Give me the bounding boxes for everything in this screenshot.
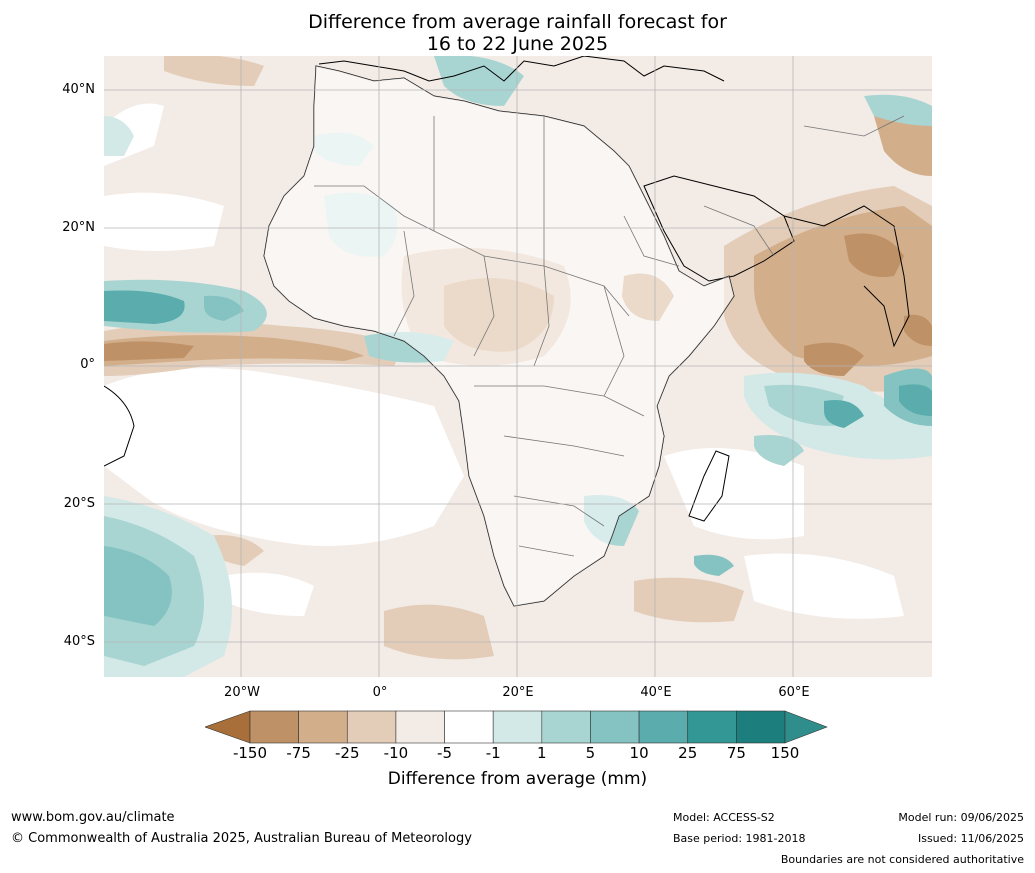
colorbar-box: [395, 710, 445, 744]
copyright-text: © Commonwealth of Australia 2025, Austra…: [11, 831, 472, 846]
graticule: [104, 56, 932, 677]
colorbar-tick-label: -75: [286, 744, 311, 762]
dry-anomaly-zones: [104, 56, 932, 660]
lat-label-20s: 20°S: [63, 496, 95, 511]
colorbar-boxes: [249, 710, 786, 744]
colorbar-tick-label: 75: [726, 744, 746, 762]
near-average-zones: [104, 103, 904, 619]
colorbar-tick-label: -5: [437, 744, 453, 762]
base-period-text: Base period: 1981-2018: [673, 832, 806, 845]
website-link[interactable]: www.bom.gov.au/climate: [11, 810, 175, 825]
colorbar-box: [298, 710, 348, 744]
colorbar-box: [736, 710, 786, 744]
colorbar-box: [590, 710, 640, 744]
rainfall-anomaly-map: [104, 56, 932, 677]
colorbar-low-extension: [205, 710, 251, 744]
colorbar-box: [541, 710, 591, 744]
lon-label-60e: 60°E: [778, 685, 810, 700]
lat-label-20n: 20°N: [62, 220, 95, 235]
colorbar-box: [492, 710, 543, 744]
colorbar-tick-label: -150: [232, 744, 268, 762]
model-text: Model: ACCESS-S2: [673, 811, 775, 824]
lon-label-20e: 20°E: [502, 685, 534, 700]
lat-label-40s: 40°S: [63, 634, 95, 649]
colorbar-tick-label: 10: [629, 744, 649, 762]
country-borders: [314, 115, 905, 557]
lat-label-40n: 40°N: [62, 82, 95, 97]
colorbar-tick-label: 5: [585, 744, 596, 762]
colorbar-high-extension: [784, 710, 828, 744]
colorbar-box: [687, 710, 737, 744]
lat-label-0: 0°: [80, 357, 95, 372]
colorbar-box: [346, 710, 397, 744]
issued-text: Issued: 11/06/2025: [917, 832, 1024, 845]
lon-label-20w: 20°W: [224, 685, 260, 700]
colorbar-tick-label: 150: [770, 744, 800, 762]
colorbar-box: [249, 710, 299, 744]
lon-label-40e: 40°E: [640, 685, 672, 700]
colorbar-box: [444, 710, 494, 744]
colorbar-tick-label: 1: [537, 744, 547, 762]
colorbar-box: [638, 710, 689, 744]
model-run-text: Model run: 09/06/2025: [898, 811, 1024, 824]
lon-label-0: 0°: [372, 685, 388, 700]
map-title-line1: Difference from average rainfall forecas…: [308, 11, 727, 33]
colorbar-tick-label: -1: [485, 744, 501, 762]
colorbar-label: Difference from average (mm): [387, 769, 648, 789]
legend-colorbar: [205, 710, 828, 744]
colorbar-tick-label: -25: [335, 744, 360, 762]
disclaimer-text: Boundaries are not considered authoritat…: [780, 853, 1024, 866]
colorbar-tick-label: 25: [678, 744, 698, 762]
wet-anomaly-zones: [104, 56, 932, 677]
colorbar-tick-label: -10: [383, 744, 409, 762]
map-title-line2: 16 to 22 June 2025: [426, 33, 609, 55]
africa-landmass: [264, 66, 734, 606]
